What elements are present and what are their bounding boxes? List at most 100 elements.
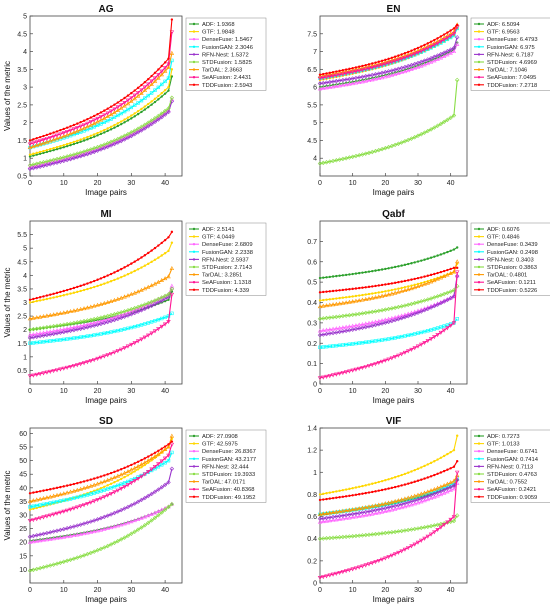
data-point xyxy=(88,483,94,488)
data-point xyxy=(42,151,45,155)
data-point xyxy=(69,292,72,295)
data-point xyxy=(334,301,339,306)
data-point xyxy=(383,337,388,342)
data-point xyxy=(340,371,346,376)
data-point xyxy=(393,476,397,479)
data-point xyxy=(125,520,131,525)
data-point xyxy=(413,468,416,472)
data-point xyxy=(55,295,59,298)
data-point xyxy=(390,288,394,292)
data-point xyxy=(412,498,417,503)
data-point xyxy=(157,449,160,452)
data-point xyxy=(340,570,346,575)
data-point xyxy=(389,499,395,504)
data-point xyxy=(27,316,33,321)
data-point xyxy=(383,556,388,561)
data-point xyxy=(341,343,345,347)
data-point xyxy=(452,27,456,30)
data-point xyxy=(429,40,433,43)
data-point xyxy=(122,485,127,490)
data-point xyxy=(102,113,107,118)
series-line xyxy=(319,275,458,332)
legend-marker xyxy=(192,22,196,26)
data-point xyxy=(129,105,134,110)
data-point xyxy=(71,129,77,134)
data-point xyxy=(42,489,45,492)
data-point xyxy=(129,503,134,508)
data-point xyxy=(71,155,77,161)
data-point xyxy=(347,515,352,520)
data-point xyxy=(113,103,116,106)
data-point xyxy=(129,481,134,486)
data-point xyxy=(68,309,73,314)
data-point xyxy=(409,502,414,507)
legend-label: STDFusion: 4.6969 xyxy=(487,60,537,66)
data-point xyxy=(330,535,336,540)
data-point xyxy=(54,160,60,165)
data-point xyxy=(112,490,117,495)
data-point xyxy=(152,464,158,470)
data-point xyxy=(105,493,110,498)
data-point xyxy=(367,63,371,66)
data-point xyxy=(112,540,117,546)
data-point xyxy=(386,73,391,78)
data-point xyxy=(48,312,53,317)
data-point xyxy=(321,511,326,516)
legend-label: RFN-Nest: 2.5937 xyxy=(202,257,249,263)
data-point xyxy=(341,495,345,498)
series-densefuse xyxy=(317,480,460,524)
legend-label: TDDFusion: 2.5943 xyxy=(202,83,252,89)
data-point xyxy=(324,510,329,515)
data-point xyxy=(162,293,168,299)
data-point xyxy=(374,284,377,288)
data-point xyxy=(415,300,421,305)
data-point xyxy=(436,458,439,461)
data-point xyxy=(72,291,76,294)
data-point xyxy=(38,503,42,507)
data-point xyxy=(376,75,382,80)
data-point xyxy=(400,53,403,56)
data-point xyxy=(71,152,77,157)
data-point xyxy=(75,495,79,500)
data-point xyxy=(49,149,52,153)
data-point xyxy=(451,515,457,520)
data-point xyxy=(147,105,150,109)
legend-label: DenseFuse: 0.3439 xyxy=(487,242,538,248)
data-point xyxy=(115,473,121,478)
y-tick-label: 4 xyxy=(23,49,27,56)
series-rfn-nest xyxy=(317,477,460,522)
data-point xyxy=(380,290,384,294)
legend-label: ADF: 2.5141 xyxy=(202,227,235,233)
data-point xyxy=(160,95,163,98)
data-point xyxy=(68,154,73,159)
data-point xyxy=(76,481,79,485)
data-point xyxy=(410,262,413,265)
legend-marker xyxy=(477,227,481,231)
series-line xyxy=(319,515,458,540)
data-point xyxy=(334,517,339,522)
data-point xyxy=(454,470,460,475)
data-point xyxy=(122,309,127,314)
data-point xyxy=(344,488,348,491)
data-point xyxy=(324,574,329,579)
data-point xyxy=(136,268,140,271)
data-point xyxy=(454,513,460,518)
data-point xyxy=(48,158,53,163)
data-point xyxy=(317,519,323,524)
legend-marker xyxy=(477,465,481,468)
data-point xyxy=(106,281,109,284)
data-point xyxy=(350,67,355,72)
data-point xyxy=(337,73,342,78)
data-point xyxy=(321,328,326,333)
data-point xyxy=(89,116,93,119)
data-point xyxy=(59,144,62,148)
data-point xyxy=(132,93,137,98)
data-point xyxy=(432,335,437,340)
data-point xyxy=(64,329,70,334)
series-line xyxy=(29,31,173,145)
data-point xyxy=(159,298,164,303)
data-point xyxy=(61,155,67,160)
data-point xyxy=(324,315,329,321)
data-point xyxy=(425,280,431,285)
data-point xyxy=(149,491,154,497)
